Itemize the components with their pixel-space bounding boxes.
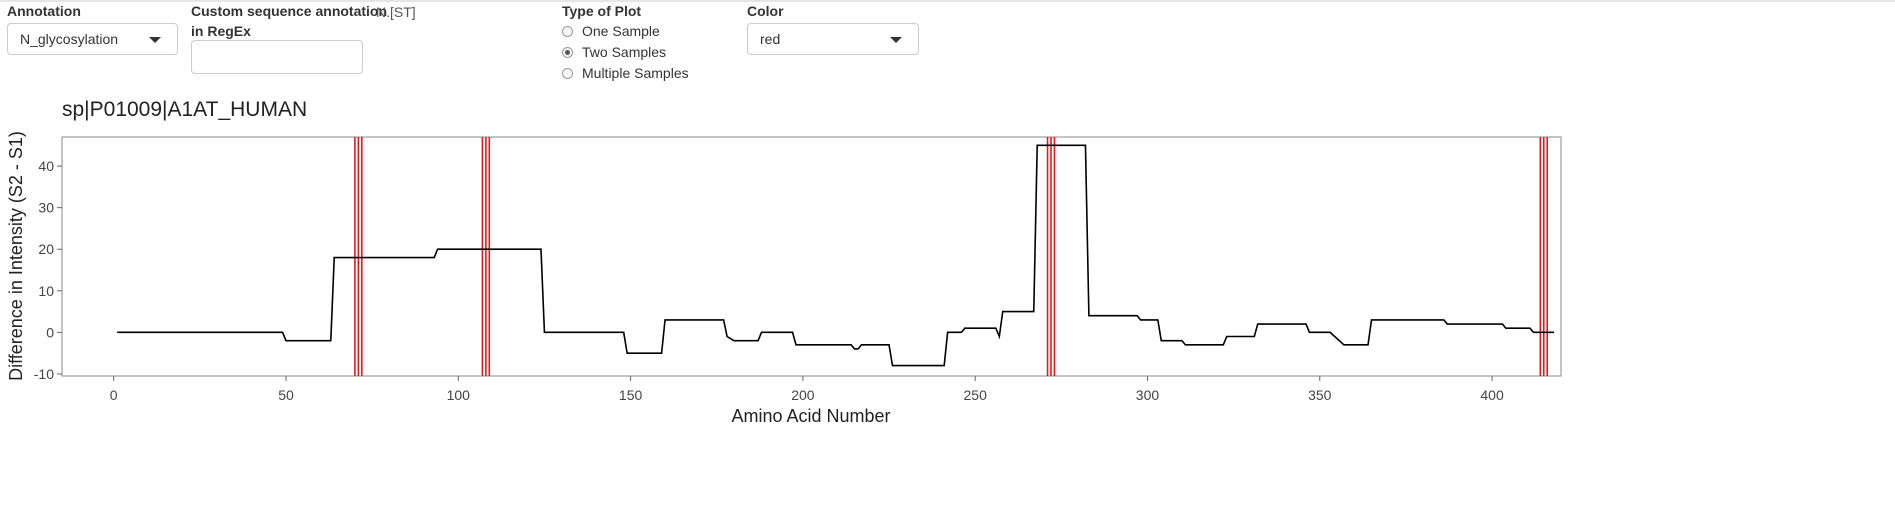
x-tick-label: 350 (1308, 387, 1332, 403)
x-tick-label: 50 (278, 387, 294, 403)
radio-multiple-samples[interactable]: Multiple Samples (562, 63, 689, 83)
y-tick-label: 10 (38, 283, 54, 299)
difference-plot: sp|P01009|A1AT_HUMAN 0 50 100 150 200 250 300 3… (6, 98, 1562, 426)
chart-title: sp|P01009|A1AT_HUMAN (62, 98, 307, 121)
x-tick-label: 200 (791, 387, 815, 403)
y-tick-label: 0 (46, 324, 54, 340)
plot-area (61, 136, 1562, 377)
radio-two-samples-label: Two Samples (582, 44, 667, 60)
top-border (0, 0, 1895, 2)
y-tick-label: -10 (34, 366, 54, 382)
custom-regex-label-line1: Custom sequence annotation (191, 3, 388, 19)
plot-type-label: Type of Plot (562, 3, 642, 19)
custom-regex-label-line2: in RegEx (191, 23, 251, 39)
radio-two-samples[interactable]: Two Samples (562, 42, 666, 62)
x-tick-label: 250 (964, 387, 988, 403)
annotation-label: Annotation (7, 3, 81, 19)
radio-one-sample[interactable]: One Sample (562, 21, 660, 41)
annotation-select[interactable]: N_glycosylation (7, 23, 178, 55)
x-tick-label: 0 (110, 387, 118, 403)
chevron-down-icon (890, 37, 902, 43)
radio-two-samples-circle[interactable] (562, 46, 573, 58)
y-tick-label: 20 (38, 241, 54, 257)
y-tick-label: 30 (38, 200, 54, 216)
regex-hint: N.[ST] (376, 4, 416, 20)
y-tick-label: 40 (38, 158, 54, 174)
x-axis: 0 50 100 150 200 250 300 350 400 (110, 376, 1504, 403)
x-tick-label: 100 (447, 387, 471, 403)
y-axis: -10 0 10 20 30 40 (34, 158, 62, 382)
color-label: Color (747, 3, 784, 19)
radio-multiple-samples-label: Multiple Samples (582, 65, 689, 81)
color-select-value: red (760, 31, 781, 47)
x-tick-label: 400 (1480, 387, 1504, 403)
radio-multiple-samples-circle[interactable] (562, 67, 573, 79)
series-line (117, 144, 1555, 367)
custom-regex-label: Custom sequence annotation in RegEx (191, 1, 387, 41)
custom-regex-input[interactable] (191, 40, 363, 74)
annotation-lines (354, 137, 1549, 376)
y-axis-label: Difference in Intensity (S2 - S1) (6, 131, 26, 381)
color-select[interactable]: red (747, 23, 919, 55)
radio-one-sample-label: One Sample (582, 23, 660, 39)
x-tick-label: 150 (619, 387, 643, 403)
annotation-select-value: N_glycosylation (20, 31, 119, 47)
chevron-down-icon (149, 37, 161, 43)
x-axis-label: Amino Acid Number (731, 406, 890, 426)
x-tick-label: 300 (1136, 387, 1160, 403)
radio-one-sample-circle[interactable] (562, 25, 573, 37)
